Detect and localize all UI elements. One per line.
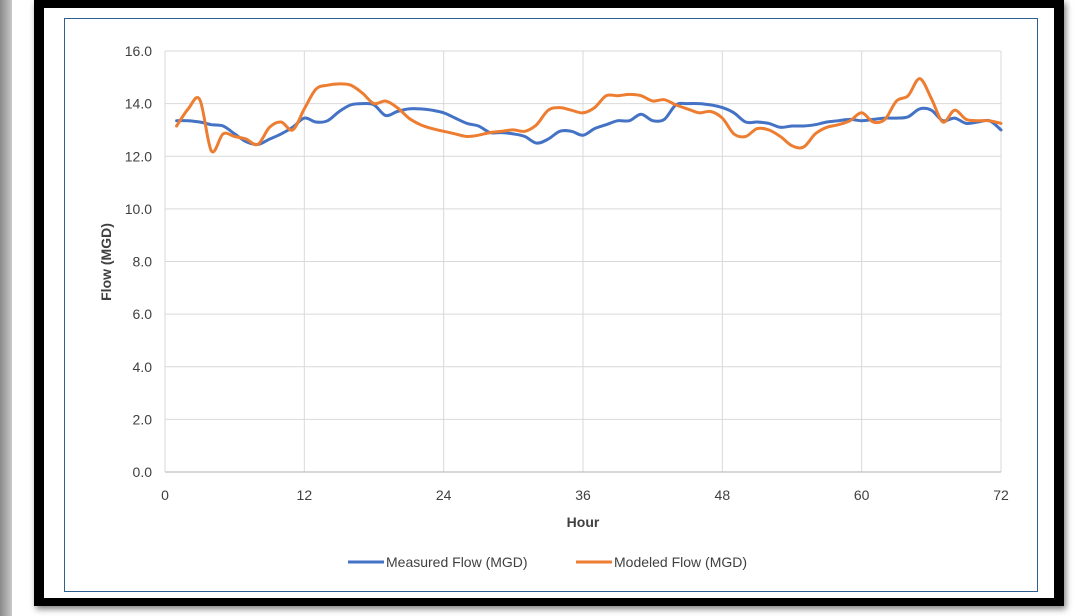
y-tick-label: 6.0	[133, 306, 153, 322]
legend-label-modeled: Modeled Flow (MGD)	[614, 554, 747, 570]
y-axis-title: Flow (MGD)	[98, 223, 114, 301]
y-tick-label: 16.0	[125, 43, 152, 59]
x-tick-label: 60	[854, 487, 870, 503]
measured-flow-line	[175, 101, 1003, 146]
y-tick-label: 10.0	[125, 201, 152, 217]
y-tick-label: 14.0	[125, 96, 152, 112]
x-tick-label: 72	[993, 487, 1009, 503]
series-lines	[175, 77, 1003, 154]
left-edge-strip	[0, 0, 12, 616]
modeled-flow-line	[175, 77, 1003, 154]
y-tick-label: 4.0	[133, 359, 153, 375]
y-tick-label: 2.0	[133, 411, 153, 427]
y-tick-label: 8.0	[133, 254, 153, 270]
x-tick-label: 48	[715, 487, 731, 503]
chart-area-border	[64, 18, 1038, 592]
x-tick-label: 24	[436, 487, 452, 503]
y-tick-label: 12.0	[125, 148, 152, 164]
x-tick-labels: 0 12 24 36 48 60 72	[161, 487, 1009, 503]
legend-label-measured: Measured Flow (MGD)	[386, 554, 528, 570]
y-tick-labels: 0.0 2.0 4.0 6.0 8.0 10.0 12.0 14.0 16.0	[125, 43, 152, 480]
x-tick-label: 0	[161, 487, 169, 503]
y-tick-label: 0.0	[133, 464, 153, 480]
x-axis-title: Hour	[567, 514, 600, 530]
legend: Measured Flow (MGD) Modeled Flow (MGD)	[348, 554, 747, 570]
gridlines	[164, 50, 1002, 473]
x-tick-label: 36	[575, 487, 591, 503]
x-tick-label: 12	[297, 487, 313, 503]
